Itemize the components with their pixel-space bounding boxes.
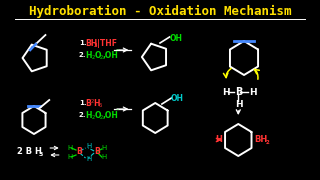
Text: 1.: 1. [79, 100, 86, 106]
Text: 2: 2 [91, 114, 95, 120]
Text: H: H [85, 51, 92, 60]
Text: B: B [85, 98, 91, 107]
Text: H: H [236, 100, 243, 109]
Text: ,OH: ,OH [103, 111, 119, 120]
Text: 2: 2 [100, 55, 103, 60]
Text: H: H [222, 87, 230, 96]
Text: 2: 2 [266, 140, 270, 145]
Text: ,OH: ,OH [103, 51, 119, 60]
Text: B: B [236, 87, 243, 97]
Text: 2: 2 [91, 55, 95, 60]
Text: O: O [94, 111, 100, 120]
Text: H: H [93, 98, 100, 107]
Text: H: H [102, 154, 107, 160]
Text: 2: 2 [100, 114, 103, 120]
Text: 2: 2 [90, 98, 94, 104]
Text: ⁻: ⁻ [115, 109, 118, 114]
Text: H: H [68, 145, 73, 151]
Text: H: H [215, 136, 222, 145]
Text: B: B [94, 147, 100, 156]
Text: B: B [76, 147, 82, 156]
Text: H: H [68, 154, 73, 160]
Text: ⁻: ⁻ [115, 50, 118, 55]
Text: BH: BH [85, 39, 98, 48]
Text: BH: BH [254, 136, 268, 145]
Text: |THF: |THF [97, 39, 117, 48]
Text: 2.: 2. [79, 112, 86, 118]
Text: H: H [86, 143, 92, 149]
Text: O: O [94, 51, 100, 60]
Text: 2 B H: 2 B H [17, 147, 42, 156]
Text: Hydroboration - Oxidation Mechanism: Hydroboration - Oxidation Mechanism [29, 4, 291, 17]
Text: 6: 6 [99, 102, 102, 107]
Text: 3: 3 [39, 152, 43, 156]
Text: OH: OH [170, 33, 182, 42]
Text: H: H [102, 145, 107, 151]
Text: 1.: 1. [79, 40, 86, 46]
Text: 3: 3 [94, 42, 98, 48]
Text: H: H [86, 156, 92, 162]
Text: H: H [85, 111, 92, 120]
Text: 2.: 2. [79, 52, 86, 58]
Text: OH: OH [171, 93, 183, 102]
Text: H: H [249, 87, 256, 96]
